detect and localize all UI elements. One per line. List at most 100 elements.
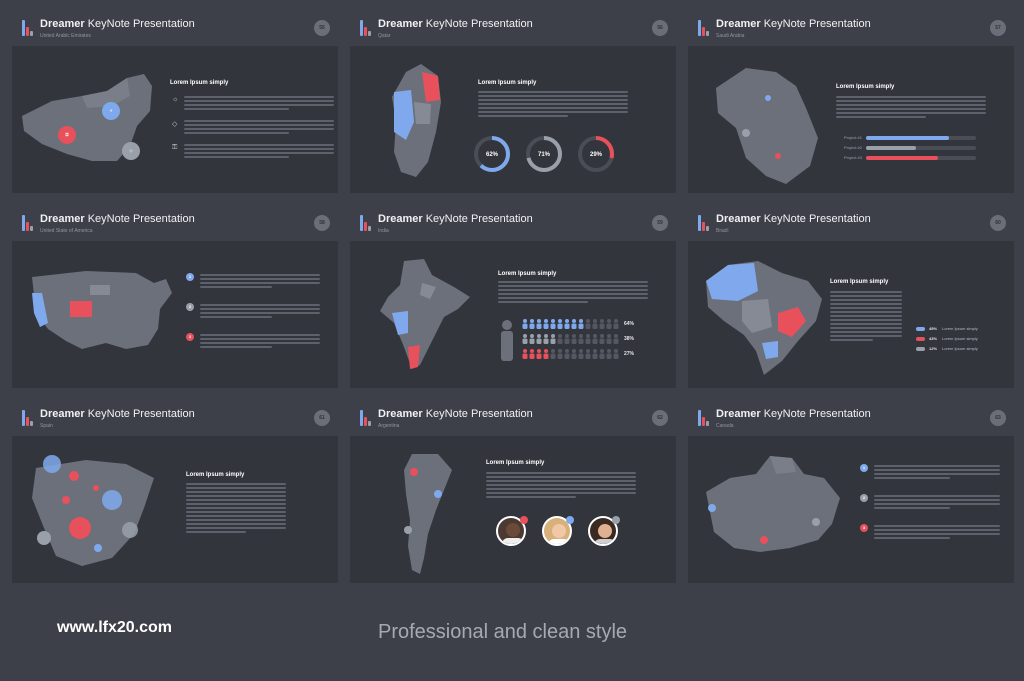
slide-subtitle: United State of America <box>40 228 93 234</box>
content-title: Lorem Ipsum simply <box>836 84 895 90</box>
argentina-map <box>404 454 452 574</box>
slide-uae[interactable]: Dreamer KeyNote Presentation United Arab… <box>12 8 338 193</box>
text-block <box>478 91 628 119</box>
percent-label: 64% <box>624 321 635 327</box>
legend-percent: 12% <box>929 346 938 351</box>
slide-subtitle: Spain <box>40 423 53 429</box>
person-mark <box>606 349 612 359</box>
usa-map <box>32 271 172 349</box>
footer-url[interactable]: www.lfx20.com <box>57 619 172 636</box>
slide-body: Lorem Ipsum simply 62% 71% 29% <box>350 46 676 193</box>
legend-text: Lorem Ipsum simply <box>942 336 978 341</box>
ring-progress <box>526 136 562 172</box>
person-mark <box>606 319 612 329</box>
slide-qatar[interactable]: Dreamer KeyNote Presentation Qatar 56 Lo… <box>350 8 676 193</box>
numbered-bullet: 1 <box>186 273 194 281</box>
person-mark <box>578 319 584 329</box>
page-number: 56 <box>652 20 668 36</box>
legend-swatch <box>916 327 925 331</box>
slide-header: Dreamer KeyNote Presentation Canada 63 <box>688 398 1014 436</box>
project-track <box>866 146 976 150</box>
slide-header: Dreamer KeyNote Presentation India 59 <box>350 203 676 241</box>
slide-title: Dreamer KeyNote Presentation <box>378 213 533 225</box>
india-map <box>380 259 470 369</box>
content-title: Lorem Ipsum simply <box>186 472 245 478</box>
page-number: 62 <box>652 410 668 426</box>
slide-subtitle: Canada <box>716 423 734 429</box>
legend-swatch <box>916 347 925 351</box>
rings-chart: 62% 71% 29% <box>474 136 614 172</box>
slide-spain[interactable]: Dreamer KeyNote Presentation Spain 61 Lo… <box>12 398 338 583</box>
bar-logo-icon <box>360 20 372 36</box>
person-mark <box>571 334 577 344</box>
slide-title: Dreamer KeyNote Presentation <box>378 18 533 30</box>
project-fill <box>866 136 949 140</box>
ring-label: 62% <box>486 152 499 158</box>
ring-progress <box>578 136 614 172</box>
text-block <box>200 304 320 320</box>
bar-logo-icon <box>22 20 34 36</box>
slide-subtitle: United Arabic Emirates <box>40 33 91 39</box>
footer-tagline: Professional and clean style <box>378 621 628 643</box>
slide-subtitle: Brazil <box>716 228 729 234</box>
project-label: Project #1 <box>844 135 863 140</box>
person-mark <box>529 334 535 344</box>
bar-logo-icon <box>22 215 34 231</box>
person-mark <box>529 319 535 329</box>
person-mark <box>550 334 556 344</box>
person-mark <box>592 349 598 359</box>
uae-map <box>22 74 152 161</box>
person-mark <box>613 349 619 359</box>
legend-text: Lorem Ipsum simply <box>942 326 978 331</box>
page-number: 55 <box>314 20 330 36</box>
bulb-marker-icon: ☀ <box>102 102 120 120</box>
avatar-badge <box>612 516 620 524</box>
legend-swatch <box>916 337 925 341</box>
slide-usa[interactable]: Dreamer KeyNote Presentation United Stat… <box>12 203 338 388</box>
person-mark <box>613 334 619 344</box>
qatar-map <box>392 64 441 177</box>
lock-marker-icon: ⚿ <box>58 126 76 144</box>
slide-title: Dreamer KeyNote Presentation <box>40 18 195 30</box>
person-mark <box>606 334 612 344</box>
person-mark <box>557 349 563 359</box>
text-block <box>874 525 1000 541</box>
person-mark <box>543 334 549 344</box>
slide-header: Dreamer KeyNote Presentation Brazil 60 <box>688 203 1014 241</box>
slide-subtitle: Qatar <box>378 33 391 39</box>
slides-grid: Dreamer KeyNote Presentation United Arab… <box>12 8 1014 583</box>
person-mark <box>536 319 542 329</box>
ring-progress <box>474 136 510 172</box>
bar-logo-icon <box>360 215 372 231</box>
project-label: Project #3 <box>844 155 863 160</box>
slide-saudi-arabia[interactable]: Dreamer KeyNote Presentation Saudi Arabi… <box>688 8 1014 193</box>
person-mark <box>522 334 528 344</box>
numbered-bullet: 3 <box>186 333 194 341</box>
person-mark <box>585 319 591 329</box>
person-mark <box>529 349 535 359</box>
avatar-badge <box>520 516 528 524</box>
text-block <box>498 281 648 305</box>
slide-brazil[interactable]: Dreamer KeyNote Presentation Brazil 60 L… <box>688 203 1014 388</box>
person-mark <box>592 334 598 344</box>
person-mark <box>564 334 570 344</box>
person-mark <box>613 319 619 329</box>
person-mark <box>536 349 542 359</box>
brazil-map <box>706 261 822 375</box>
slide-body: 1 2 3 <box>12 241 338 388</box>
slide-header: Dreamer KeyNote Presentation United Arab… <box>12 8 338 46</box>
content-title: Lorem Ipsum simply <box>486 460 545 466</box>
person-mark <box>564 319 570 329</box>
slide-canada[interactable]: Dreamer KeyNote Presentation Canada 63 1… <box>688 398 1014 583</box>
slide-india[interactable]: Dreamer KeyNote Presentation India 59 Lo… <box>350 203 676 388</box>
content-title: Lorem Ipsum simply <box>498 271 557 277</box>
person-mark <box>543 349 549 359</box>
person-mark <box>578 334 584 344</box>
person-mark <box>550 319 556 329</box>
slide-argentina[interactable]: Dreamer KeyNote Presentation Argentina 6… <box>350 398 676 583</box>
text-block <box>836 96 986 120</box>
ring-label: 29% <box>590 152 603 158</box>
person-mark <box>543 319 549 329</box>
project-label: Project #2 <box>844 145 863 150</box>
text-block <box>830 291 902 343</box>
